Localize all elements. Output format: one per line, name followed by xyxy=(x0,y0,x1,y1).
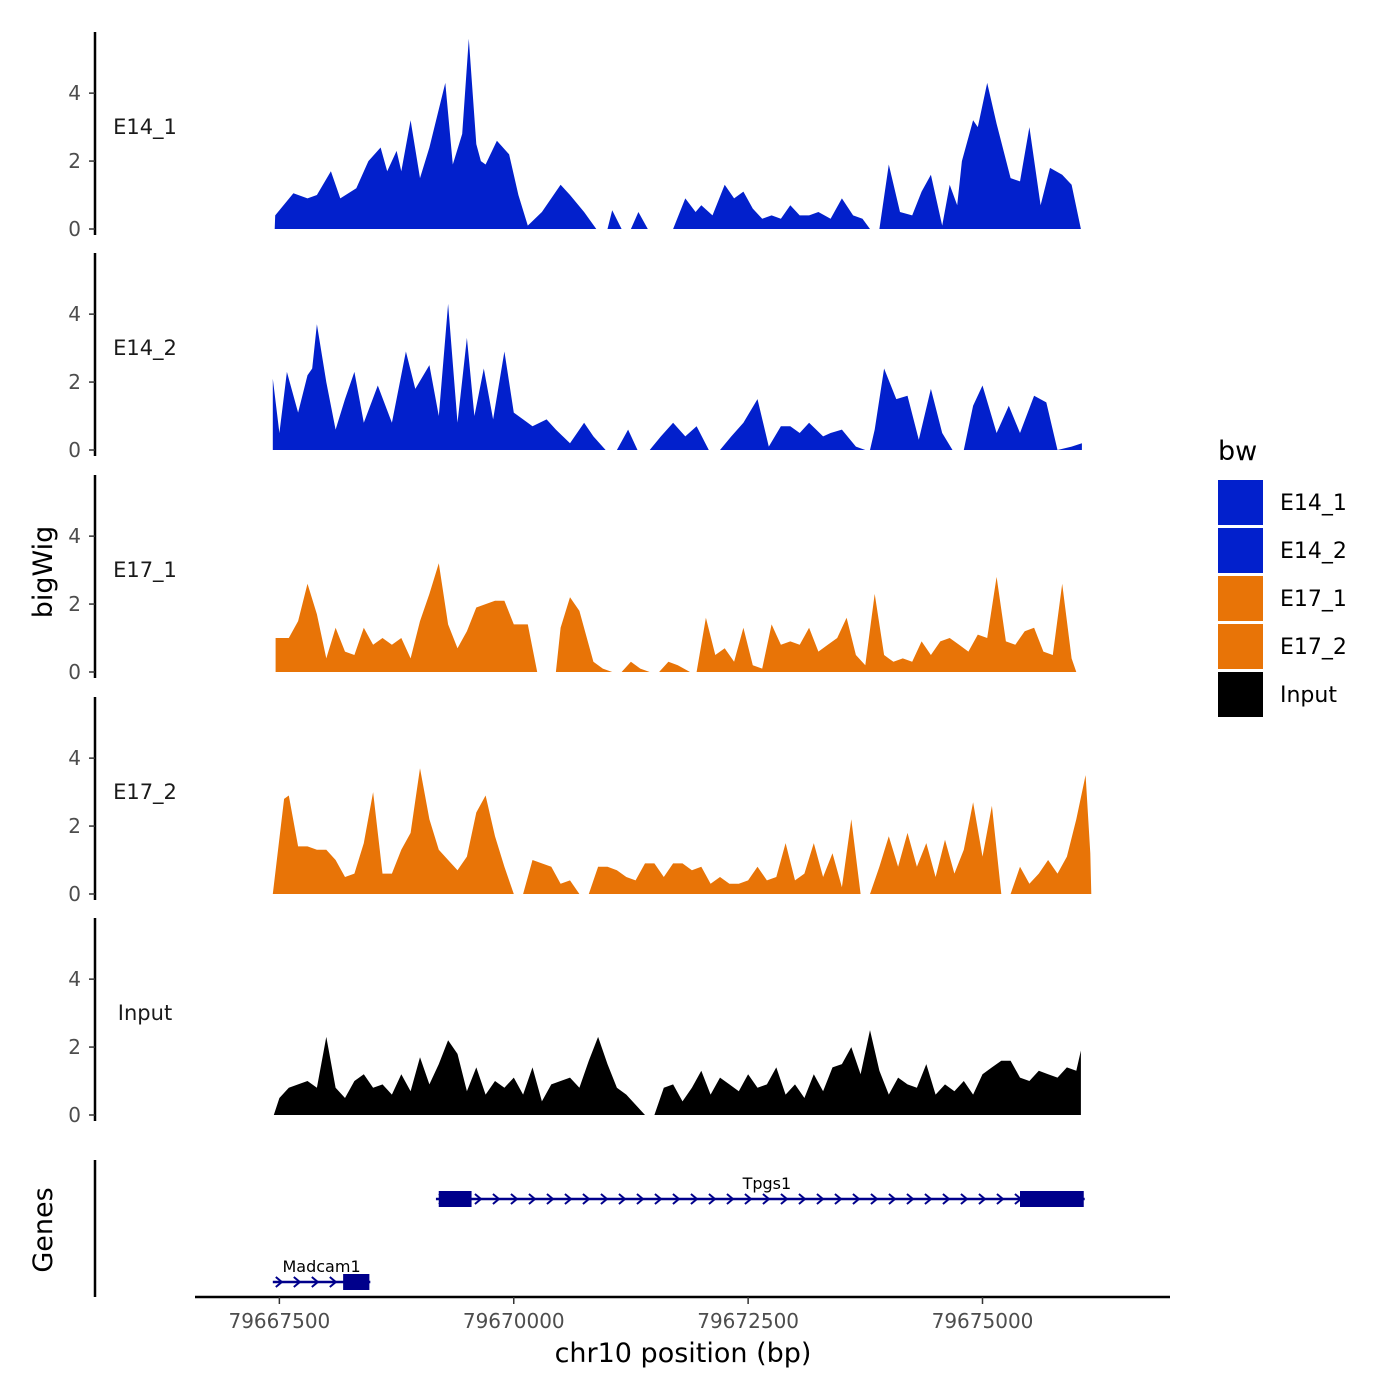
strand-arrow xyxy=(528,1193,537,1205)
legend-swatch xyxy=(1218,672,1263,717)
strand-arrow xyxy=(546,1193,555,1205)
strand-arrow xyxy=(888,1193,897,1205)
gene-label: Tpgs1 xyxy=(742,1174,792,1193)
legend-label: Input xyxy=(1280,683,1337,708)
strand-arrow xyxy=(564,1193,573,1205)
strand-arrow xyxy=(960,1193,969,1205)
strand-arrow xyxy=(708,1193,717,1205)
x-tick-label: 79670000 xyxy=(463,1309,565,1333)
strand-arrow xyxy=(780,1193,789,1205)
legend-swatch xyxy=(1218,480,1263,525)
signal-area-Input xyxy=(273,1030,1081,1115)
strand-arrow xyxy=(492,1193,501,1205)
legend: bw E14_1 E14_2 E17_1 E17_2 Input xyxy=(1218,436,1347,717)
signal-area-E17_1 xyxy=(275,563,1077,672)
gene-Madcam1: Madcam1 xyxy=(272,1257,371,1290)
track-label: E17_1 xyxy=(113,558,177,583)
y-tick-label: 2 xyxy=(68,814,81,838)
legend-item-E14_2: E14_2 xyxy=(1218,528,1347,573)
y-tick-label: 2 xyxy=(68,370,81,394)
track-label: E17_2 xyxy=(113,780,177,805)
y-tick-label: 4 xyxy=(68,81,81,105)
strand-arrow xyxy=(744,1193,753,1205)
y-tick-label: 0 xyxy=(68,1103,81,1127)
strand-arrow xyxy=(726,1193,735,1205)
signal-area-E14_2 xyxy=(272,303,1082,450)
genes-panel: Tpgs1 Madcam1 xyxy=(93,1160,1085,1297)
y-axis-title: bigWig xyxy=(28,526,59,619)
legend-swatch xyxy=(1218,528,1263,573)
y-tick-label: 4 xyxy=(68,302,81,326)
y-tick-label: 0 xyxy=(68,217,81,241)
legend-item-Input: Input xyxy=(1218,672,1337,717)
exon xyxy=(438,1191,472,1207)
strand-arrow xyxy=(329,1276,338,1288)
strand-arrow xyxy=(798,1193,807,1205)
strand-arrow xyxy=(582,1193,591,1205)
genes-axis-title: Genes xyxy=(28,1187,59,1272)
signal-tracks: 0 2 4 E14_1 0 2 4 E14_2 0 2 4 E17_1 0 2 4 E17_2 0 2 4 Input xyxy=(68,32,1092,1127)
y-tick-label: 2 xyxy=(68,1035,81,1059)
strand-arrow xyxy=(978,1193,987,1205)
strand-arrow xyxy=(275,1276,284,1288)
strand-arrow xyxy=(636,1193,645,1205)
legend-label: E17_1 xyxy=(1280,587,1347,612)
x-tick-label: 79675000 xyxy=(932,1309,1034,1333)
strand-arrow xyxy=(474,1193,483,1205)
x-tick-label: 79667500 xyxy=(228,1309,330,1333)
strand-arrow xyxy=(870,1193,879,1205)
y-tick-label: 2 xyxy=(68,592,81,616)
legend-swatch xyxy=(1218,624,1263,669)
track-panel-E14_1: 0 2 4 E14_1 xyxy=(68,32,1081,241)
strand-arrow xyxy=(510,1193,519,1205)
y-tick-label: 0 xyxy=(68,660,81,684)
y-tick-label: 4 xyxy=(68,524,81,548)
track-panel-Input: 0 2 4 Input xyxy=(68,918,1081,1127)
exon xyxy=(343,1274,370,1290)
track-label: E14_2 xyxy=(113,336,177,361)
legend-swatch xyxy=(1218,576,1263,621)
strand-arrow xyxy=(906,1193,915,1205)
strand-arrow xyxy=(924,1193,933,1205)
y-tick-label: 0 xyxy=(68,882,81,906)
strand-arrow xyxy=(600,1193,609,1205)
signal-area-E14_1 xyxy=(274,38,1081,229)
strand-arrow xyxy=(690,1193,699,1205)
strand-arrow xyxy=(762,1193,771,1205)
strand-arrow xyxy=(942,1193,951,1205)
y-tick-label: 4 xyxy=(68,746,81,770)
legend-item-E17_2: E17_2 xyxy=(1218,624,1347,669)
strand-arrow xyxy=(816,1193,825,1205)
strand-arrow xyxy=(834,1193,843,1205)
y-tick-label: 4 xyxy=(68,967,81,991)
strand-arrow xyxy=(311,1276,320,1288)
legend-item-E14_1: E14_1 xyxy=(1218,480,1347,525)
track-panel-E17_2: 0 2 4 E17_2 xyxy=(68,697,1092,906)
signal-area-E17_2 xyxy=(272,768,1092,894)
strand-arrow xyxy=(293,1276,302,1288)
strand-arrow xyxy=(996,1193,1005,1205)
gene-Tpgs1: Tpgs1 xyxy=(435,1174,1085,1207)
legend-item-E17_1: E17_1 xyxy=(1218,576,1347,621)
strand-arrow xyxy=(852,1193,861,1205)
y-tick-label: 2 xyxy=(68,149,81,173)
strand-arrow xyxy=(672,1193,681,1205)
legend-label: E17_2 xyxy=(1280,635,1347,660)
track-panel-E17_1: 0 2 4 E17_1 xyxy=(68,475,1077,684)
y-tick-label: 0 xyxy=(68,438,81,462)
track-label: Input xyxy=(118,1001,172,1025)
legend-label: E14_1 xyxy=(1280,491,1347,516)
x-axis: 79667500 79670000 79672500 79675000 xyxy=(195,1295,1170,1333)
legend-title: bw xyxy=(1218,436,1257,467)
track-panel-E14_2: 0 2 4 E14_2 xyxy=(68,253,1082,462)
x-tick-label: 79672500 xyxy=(697,1309,799,1333)
exon xyxy=(1020,1191,1084,1207)
track-label: E14_1 xyxy=(113,115,177,140)
strand-arrow xyxy=(654,1193,663,1205)
strand-arrow xyxy=(618,1193,627,1205)
legend-label: E14_2 xyxy=(1280,539,1347,564)
x-axis-title: chr10 position (bp) xyxy=(555,1338,812,1369)
gene-label: Madcam1 xyxy=(282,1257,360,1276)
